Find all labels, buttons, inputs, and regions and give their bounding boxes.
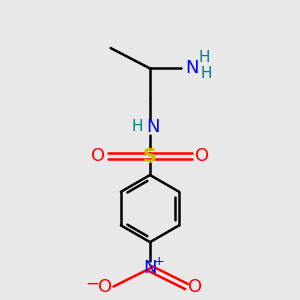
Text: H: H [199,50,210,65]
Text: N: N [143,260,157,278]
Text: O: O [188,278,202,296]
Text: S: S [143,146,157,166]
Text: N: N [146,118,160,136]
Text: O: O [91,147,105,165]
Text: H: H [131,119,142,134]
Text: O: O [195,147,209,165]
Text: −: − [85,274,99,292]
Text: N: N [186,59,199,77]
Text: O: O [98,278,112,296]
Text: H: H [201,66,212,81]
Text: +: + [154,256,165,268]
